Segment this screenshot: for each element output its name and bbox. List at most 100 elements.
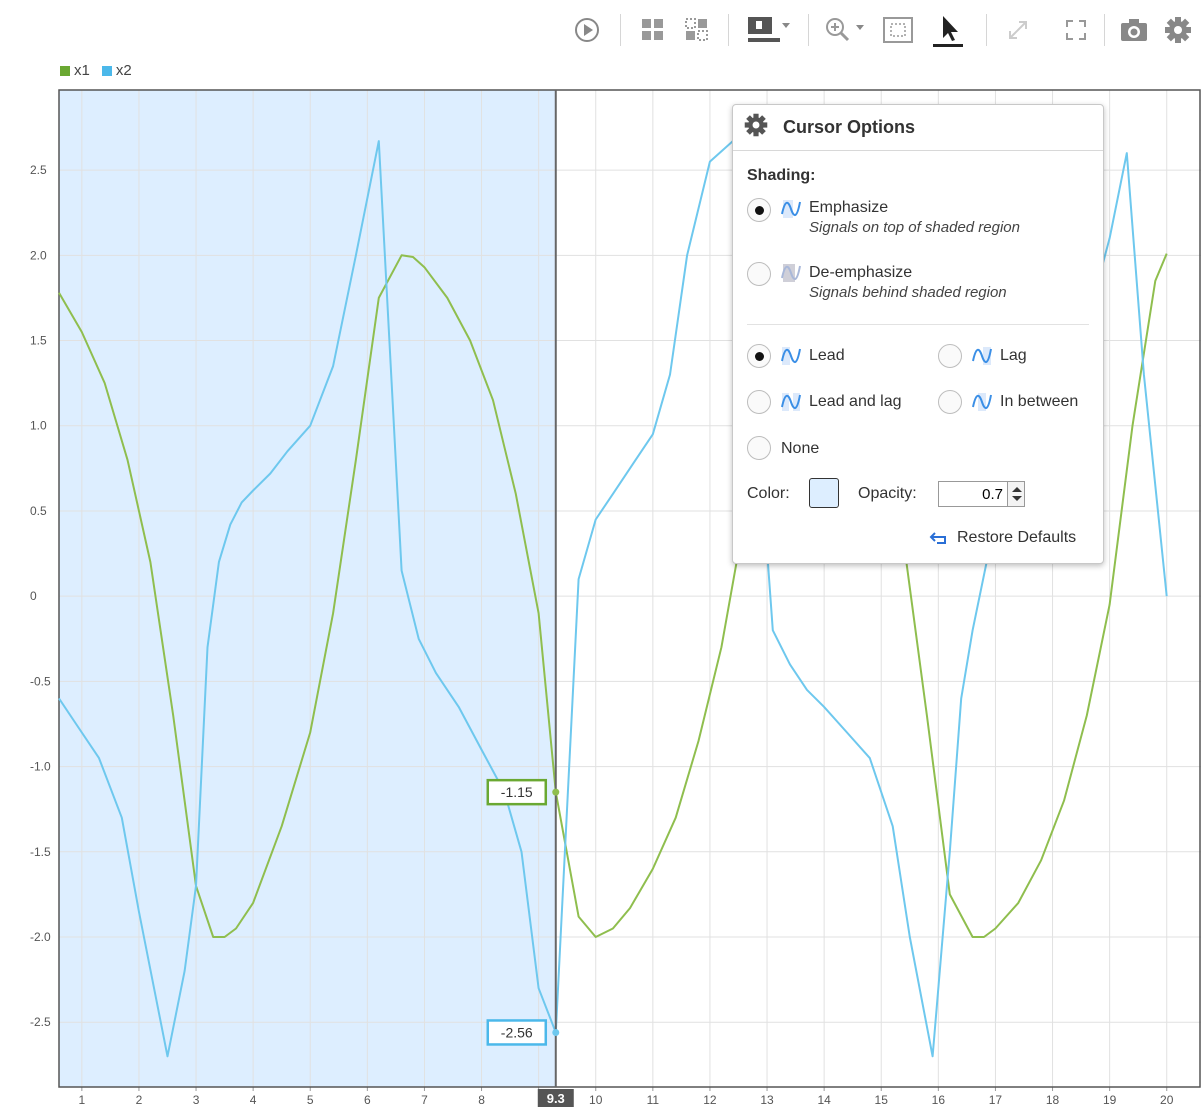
- layout-grid-icon[interactable]: [636, 12, 670, 48]
- x-tick-label: 20: [1160, 1093, 1174, 1107]
- lead-and-lag-radio[interactable]: [747, 390, 771, 414]
- restore-defaults-button[interactable]: Restore Defaults: [929, 529, 1076, 547]
- increment-icon[interactable]: [1012, 487, 1022, 492]
- emphasize-icon: [781, 200, 801, 218]
- deemphasize-icon: [781, 264, 801, 282]
- lag-label: Lag: [1000, 347, 1027, 364]
- y-tick-label: 1.0: [30, 419, 47, 433]
- cursor-x-label: 9.3: [547, 1091, 565, 1106]
- legend-item-x2[interactable]: x2: [101, 62, 132, 79]
- lead-icon: [781, 347, 801, 365]
- cursor-value-box-x1: [486, 778, 548, 806]
- chart-legend: x1 x2: [60, 62, 132, 79]
- settings-gear-icon: [743, 112, 769, 143]
- legend-swatch-x2: [101, 65, 112, 76]
- fullscreen-icon[interactable]: [1058, 12, 1094, 48]
- play-icon[interactable]: [570, 12, 604, 48]
- in-between-icon: [972, 393, 992, 411]
- pointer-icon[interactable]: [928, 12, 968, 48]
- legend-swatch-x1: [60, 65, 70, 76]
- x-tick-label: 3: [193, 1093, 200, 1107]
- legend-item-x1[interactable]: x1: [60, 62, 90, 79]
- y-tick-label: 2.0: [30, 248, 47, 262]
- x-tick-label: 17: [989, 1093, 1003, 1107]
- x-tick-label: 14: [817, 1093, 831, 1107]
- series-line-x2: [58, 140, 1168, 1058]
- cursor-point-x2: [552, 1028, 560, 1036]
- opacity-stepper[interactable]: [1007, 481, 1025, 507]
- emphasize-radio[interactable]: [747, 198, 771, 222]
- cursor-shaded-region: [59, 90, 556, 1087]
- emphasize-description: Signals on top of shaded region: [809, 219, 1020, 236]
- legend-label-x2: x2: [115, 62, 132, 79]
- y-tick-label: -0.5: [30, 674, 51, 688]
- none-label: None: [781, 440, 820, 457]
- x-tick-label: 18: [1046, 1093, 1060, 1107]
- y-tick-label: 0: [30, 589, 37, 603]
- x-tick-label: 12: [703, 1093, 717, 1107]
- opacity-label: Opacity:: [858, 485, 917, 502]
- deemphasize-radio[interactable]: [747, 262, 771, 286]
- y-tick-label: 0.5: [30, 504, 47, 518]
- x-tick-label: 5: [307, 1093, 314, 1107]
- x-tick-label: 4: [250, 1093, 257, 1107]
- undo-arrow-icon: [929, 532, 946, 544]
- opacity-input[interactable]: [938, 481, 1008, 507]
- cursor-x-label-bg: [537, 1089, 574, 1107]
- lag-radio[interactable]: [938, 344, 962, 368]
- lead-label: Lead: [809, 347, 845, 364]
- legend-dropdown-icon[interactable]: [740, 12, 794, 48]
- color-label: Color:: [747, 485, 790, 502]
- x-tick-label: 2: [136, 1093, 143, 1107]
- x-tick-label: 1: [78, 1093, 85, 1107]
- y-tick-label: -2.5: [30, 1015, 51, 1029]
- emphasize-label: Emphasize: [809, 199, 889, 216]
- restore-defaults-label: Restore Defaults: [957, 529, 1077, 546]
- lag-icon: [972, 347, 992, 365]
- series-line-x1: [58, 253, 1168, 938]
- expand-icon[interactable]: [1000, 12, 1036, 48]
- camera-icon[interactable]: [1116, 12, 1152, 48]
- zoom-dropdown-icon[interactable]: [820, 12, 870, 48]
- x-tick-label: 13: [760, 1093, 774, 1107]
- cursor-options-header: Cursor Options: [733, 105, 1103, 151]
- x-tick-label: 16: [932, 1093, 946, 1107]
- y-tick-label: -1.0: [30, 760, 51, 774]
- shade-color-picker[interactable]: [809, 478, 839, 508]
- deemphasize-description: Signals behind shaded region: [809, 284, 1007, 301]
- lead-and-lag-label: Lead and lag: [809, 393, 902, 410]
- cursor-point-x1: [552, 788, 560, 796]
- deemphasize-label: De-emphasize: [809, 264, 913, 281]
- cursor-value-box-x2: [486, 1019, 548, 1046]
- lead-and-lag-icon: [781, 393, 801, 411]
- y-tick-label: -2.0: [30, 930, 51, 944]
- x-tick-label: 8: [478, 1093, 485, 1107]
- legend-label-x1: x1: [74, 62, 90, 79]
- x-tick-label: 15: [875, 1093, 889, 1107]
- cursor-value-x2: -2.56: [501, 1024, 533, 1040]
- layout-split-icon[interactable]: [680, 12, 714, 48]
- lead-radio[interactable]: [747, 344, 771, 368]
- x-tick-label: 11: [647, 1093, 660, 1107]
- in-between-radio[interactable]: [938, 390, 962, 414]
- plot-border: [58, 89, 1201, 1088]
- x-tick-label: 7: [421, 1093, 428, 1107]
- y-tick-label: 1.5: [30, 334, 47, 348]
- x-tick-label: 19: [1103, 1093, 1117, 1107]
- x-tick-label: 6: [364, 1093, 371, 1107]
- none-radio[interactable]: [747, 436, 771, 460]
- shading-label: Shading:: [747, 167, 816, 184]
- cursor-options-title: Cursor Options: [783, 117, 916, 137]
- options-divider: [747, 324, 1089, 325]
- y-tick-label: 2.5: [30, 163, 47, 177]
- cursor-options-panel: Cursor Options Shading: Emphasize Signal…: [732, 104, 1104, 564]
- cursor-value-x1: -1.15: [501, 784, 533, 800]
- gear-icon[interactable]: [1160, 12, 1196, 48]
- in-between-label: In between: [1000, 393, 1079, 410]
- decrement-icon[interactable]: [1012, 496, 1022, 501]
- y-tick-label: -1.5: [30, 845, 51, 859]
- x-tick-label: 10: [589, 1093, 603, 1107]
- chart-toolbar: [0, 8, 1201, 54]
- fit-view-icon[interactable]: [878, 12, 918, 48]
